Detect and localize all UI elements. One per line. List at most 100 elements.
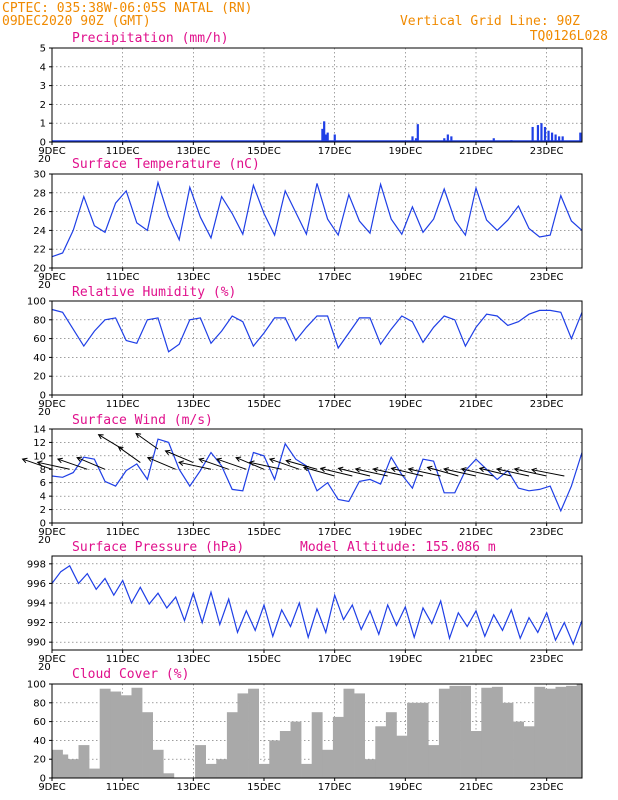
wind-arrow-shaft [178,461,212,470]
wind-arrow-head [478,466,485,473]
cloud-bar [502,702,514,778]
x-tick-label: 11DEC [106,782,140,793]
precip-bar [321,128,324,142]
x-tick-label: 13DEC [176,146,210,157]
x-tick-label: 19DEC [388,782,422,793]
x-tick-label: 21DEC [459,272,493,283]
y-tick-label: 20 [33,372,46,383]
wind-arrow-shaft [373,468,406,477]
x-tick-label: 23DEC [530,782,564,793]
wind-arrow-shaft [199,458,229,470]
header-grid-note: Vertical Grid Line: 90Z [400,14,580,29]
y-tick-label: 80 [33,315,46,326]
precip-bar [443,138,446,142]
x-tick-label: 13DEC [176,399,210,410]
x-tick-label: 9DEC [38,272,65,283]
x-tick-label: 17DEC [318,399,352,410]
series-line [51,308,583,353]
wind-arrow-shaft [216,458,247,470]
wind-arrow [56,457,88,470]
wind-arrow [302,465,335,477]
cloud-bar [131,687,143,778]
y-tick-label: 100 [27,680,46,691]
wind-arrow-shaft [320,467,353,477]
wind-arrow [36,460,70,470]
wind-arrow-shaft [303,466,335,477]
x-tick-label: 23DEC [530,399,564,410]
wind-arrow-shaft [391,467,424,477]
wind-arrow [76,456,106,470]
x-tick-year-stub: 20 [38,280,51,291]
wind-arrow-head [460,467,467,473]
precip-bar [536,125,540,142]
wind-arrow [337,466,371,477]
x-tick-label: 19DEC [388,654,422,665]
wind-arrow-shaft [461,468,494,477]
wind-arrow [178,460,212,470]
precip-bar [492,138,495,142]
x-tick-label: 21DEC [459,399,493,410]
precip-bar [540,123,543,142]
wind-arrow-shaft [479,467,512,477]
y-tick-label: 4 [40,62,46,73]
y-tick-label: 60 [33,717,46,728]
precip-bar [547,130,550,142]
x-tick-label: 19DEC [388,146,422,157]
wind-arrow [496,467,530,477]
cloud-bar [216,759,228,778]
x-tick-label: 13DEC [176,527,210,538]
x-tick-label: 15DEC [247,527,281,538]
y-tick-label: 0 [40,138,46,149]
y-tick-label: 990 [27,638,46,649]
wind-arrow-shaft [269,458,300,470]
y-tick-label: 10 [33,451,46,462]
cloud-bar [576,684,583,778]
precip-bar [411,136,414,142]
wind-arrow-head [337,466,344,473]
x-tick-label: 21DEC [459,654,493,665]
precip-bar [446,134,449,142]
wind-arrow [146,456,176,470]
y-tick-label: 4 [40,492,46,503]
header-date: 09DEC2020 90Z (GMT) [2,14,151,29]
cloud-bar [407,702,418,778]
wind-arrow-shaft [408,468,441,477]
wind-arrow-head [235,456,242,462]
panel-title: Surface Temperature (nC) [72,157,260,172]
y-tick-label: 20 [33,755,46,766]
wind-arrow-head [319,466,326,473]
cloud-bar [523,726,535,778]
cloud-bar [279,731,291,778]
cloud-bar [99,688,111,778]
cloud-bar [354,693,365,778]
wind-arrow [117,446,141,463]
panel-frame [51,683,583,779]
cloud-bar [417,702,429,778]
wind-arrow-shaft [286,460,318,470]
cloud-bar [57,754,69,778]
panel-title: Surface Pressure (hPa) [72,540,244,555]
y-tick-label: 26 [33,207,46,218]
wind-arrow-head [97,434,104,440]
x-tick-label: 13DEC [176,782,210,793]
wind-arrow-shaft [249,461,282,470]
wind-arrow [21,457,53,470]
y-tick-label: 994 [27,599,46,610]
y-tick-label: 992 [27,618,46,629]
cloud-bar [89,768,100,778]
wind-arrow [372,467,406,477]
cloud-bar [428,745,440,778]
wind-arrow-shaft [531,469,565,477]
x-tick-label: 11DEC [106,146,140,157]
wind-arrow-shaft [147,457,176,470]
series-line [51,438,583,513]
wind-arrow-head [354,467,361,473]
wind-arrow-head [248,460,255,466]
panel-3: 0 20 40 60 80 100 9DEC 11DEC 13DEC 15DEC 17DEC 19DE… [27,285,583,418]
wind-arrow [215,457,247,470]
cloud-bar [449,685,461,778]
x-tick-label: 9DEC [38,527,65,538]
wind-arrow-head [530,467,537,474]
x-tick-label: 23DEC [530,527,564,538]
wind-arrow-shaft [514,468,547,477]
